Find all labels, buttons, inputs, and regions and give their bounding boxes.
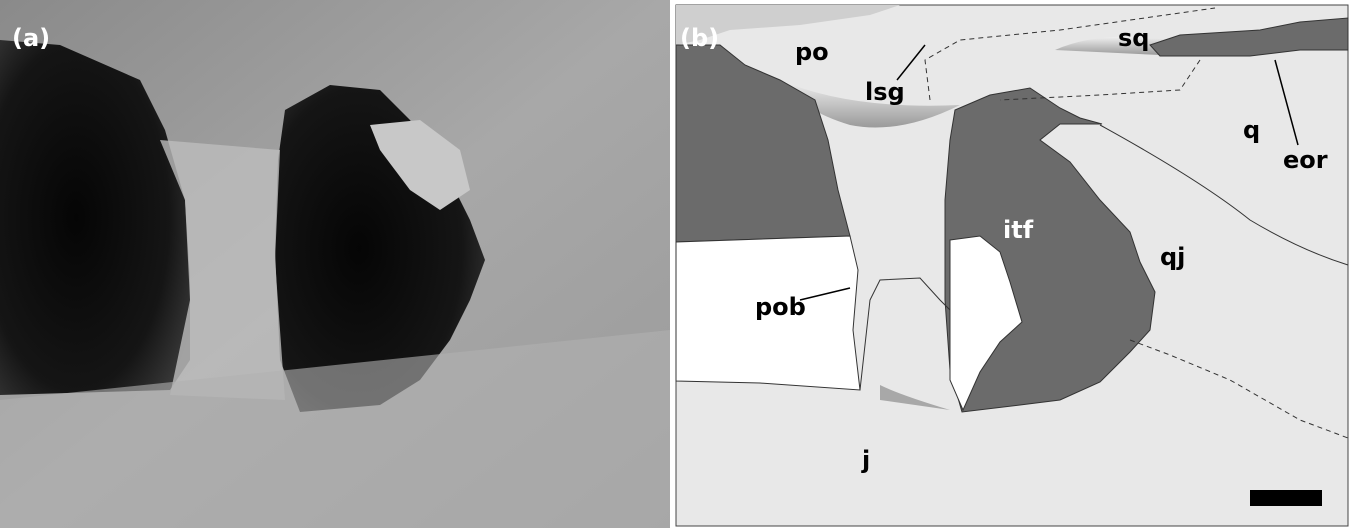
label: pob xyxy=(755,293,806,321)
label: sq xyxy=(1118,24,1149,52)
panel-label: (a) xyxy=(12,24,50,52)
scale-bar xyxy=(1250,490,1322,506)
diagram-panel: (b) po lsg sq q eor qj itf pob j xyxy=(676,5,1348,526)
label: q xyxy=(1243,116,1260,144)
label: j xyxy=(861,446,870,474)
label: eor xyxy=(1283,146,1328,174)
figure: (a) (b) po lsg sq q eor qj itf pob j xyxy=(0,0,1350,528)
label: lsg xyxy=(865,78,905,106)
label: qj xyxy=(1160,243,1185,271)
photo-panel: (a) xyxy=(0,0,670,528)
panel-label: (b) xyxy=(680,24,719,52)
page: (a) (b) po lsg sq q eor qj itf pob j (()… xyxy=(0,0,1350,528)
label: itf xyxy=(1003,216,1034,244)
label: po xyxy=(795,38,829,66)
